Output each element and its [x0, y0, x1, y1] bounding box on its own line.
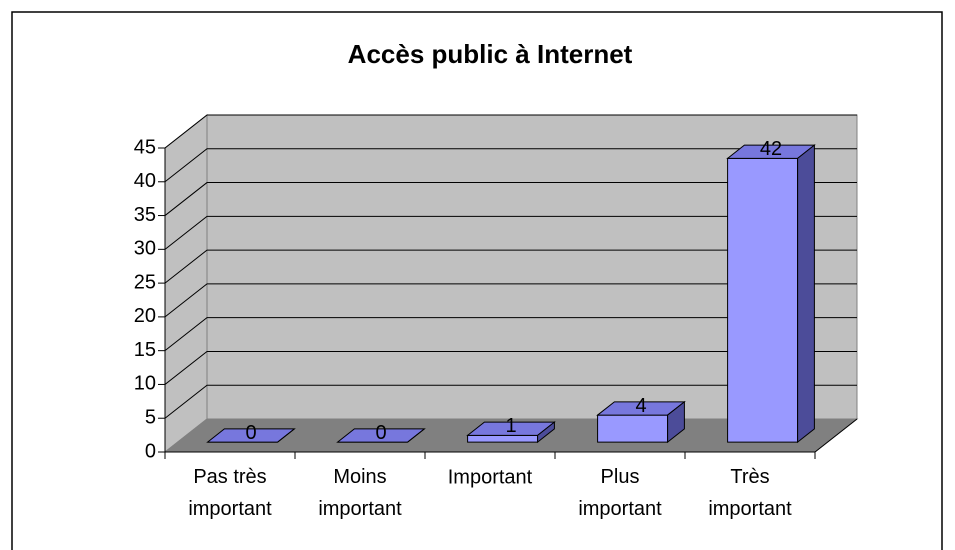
data-label: 1 — [505, 415, 516, 437]
grid-line — [164, 148, 857, 183]
data-label: 0 — [245, 422, 256, 444]
y-tick-label: 45 — [134, 136, 156, 158]
grid-line — [164, 350, 857, 385]
bar — [466, 421, 556, 444]
y-tick-label: 25 — [134, 271, 156, 293]
label-line: important — [708, 498, 792, 520]
x-tick-label: Très important — [708, 466, 792, 520]
bar-side — [667, 400, 685, 444]
data-label: 42 — [760, 138, 782, 160]
bar-side — [277, 428, 295, 443]
bar — [336, 428, 426, 443]
y-tick-label: 0 — [145, 440, 156, 462]
label-line: Moins — [333, 466, 386, 488]
bar-front — [727, 157, 799, 443]
label-line: Plus — [601, 466, 640, 488]
label-line: Pas très — [193, 466, 266, 488]
y-tick-label: 5 — [145, 407, 156, 429]
x-tick-label: Pas très important — [188, 466, 272, 520]
bar — [206, 428, 296, 443]
y-tick-label: 30 — [134, 238, 156, 260]
grid-line — [164, 317, 857, 352]
bar-front — [597, 414, 669, 443]
x-tick-label: Moins important — [318, 466, 402, 520]
grid-line — [164, 283, 857, 318]
bar-side — [537, 421, 555, 444]
label-line: Très — [730, 466, 769, 488]
label-line: important — [188, 498, 272, 520]
label-line: important — [318, 498, 402, 520]
bar-side — [797, 144, 815, 444]
grid-line — [164, 114, 857, 149]
y-tick-label: 20 — [134, 305, 156, 327]
y-tick-label: 15 — [134, 339, 156, 361]
grid-line — [164, 215, 857, 250]
bar — [596, 400, 686, 444]
x-tick-label: Plus important — [578, 466, 662, 520]
grid-line — [164, 384, 857, 419]
bar — [726, 144, 816, 444]
y-tick-label: 35 — [134, 204, 156, 226]
floor-edge — [814, 418, 858, 453]
y-tick-label: 10 — [134, 373, 156, 395]
bar-front — [467, 434, 539, 443]
data-label: 0 — [375, 422, 386, 444]
label-line: important — [578, 498, 662, 520]
grid-line — [164, 249, 857, 284]
bar-side — [407, 428, 425, 443]
grid-line — [164, 182, 857, 216]
y-tick-label: 40 — [134, 170, 156, 192]
data-label: 4 — [635, 395, 646, 417]
chart-title: Accès public à Internet — [348, 39, 633, 69]
x-tick-label: Important — [448, 466, 533, 488]
